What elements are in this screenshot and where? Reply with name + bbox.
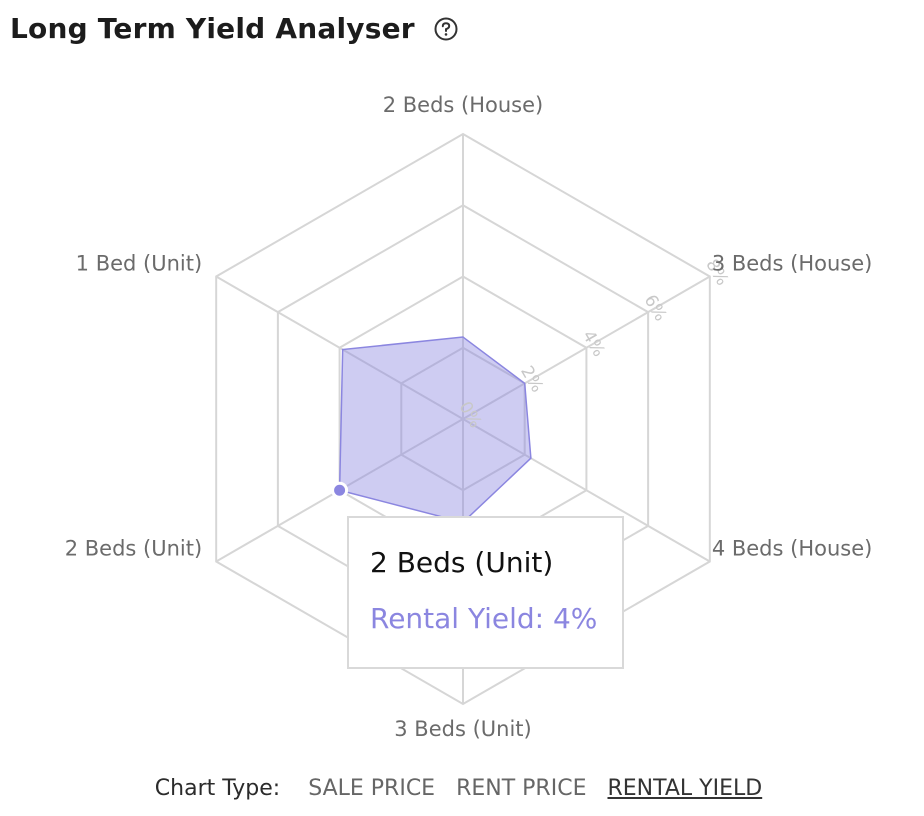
radial-tick-label: 6% (640, 291, 671, 324)
chart-type-rent-price[interactable]: RENT PRICE (456, 776, 587, 801)
axis-category-label: 3 Beds (Unit) (394, 717, 531, 741)
grid-spoke (462, 418, 711, 563)
tooltip-title: 2 Beds (Unit) (370, 546, 554, 579)
axis-category-label: 2 Beds (Unit) (65, 537, 202, 561)
chart-type-rental-yield[interactable]: RENTAL YIELD (607, 776, 763, 801)
page-title: Long Term Yield Analyser (10, 12, 415, 45)
axis-category-label: 2 Beds (House) (383, 93, 544, 117)
axis-category-label: 1 Bed (Unit) (76, 252, 203, 276)
grid-spoke (215, 275, 464, 420)
chart-type-sale-price[interactable]: SALE PRICE (308, 776, 436, 801)
chart-type-label: Chart Type: (154, 776, 281, 801)
axis-category-label: 4 Beds (House) (712, 537, 873, 561)
chart-type-selector: Chart Type: SALE PRICE RENT PRICE RENTAL… (0, 776, 924, 801)
chart-tooltip: 2 Beds (Unit) Rental Yield: 4% (347, 516, 624, 669)
radial-tick-label: 4% (578, 327, 609, 360)
series-area (338, 336, 532, 524)
tooltip-value: Rental Yield: 4% (370, 602, 598, 635)
grid-spoke (462, 275, 711, 420)
help-circle-icon[interactable] (433, 16, 459, 42)
header: Long Term Yield Analyser (10, 12, 459, 45)
data-point-highlight[interactable] (331, 481, 349, 499)
axis-category-label: 3 Beds (House) (712, 252, 873, 276)
radar-chart: 0%2%4%6%8%2 Beds (House)3 Beds (House)4 … (65, 93, 873, 741)
